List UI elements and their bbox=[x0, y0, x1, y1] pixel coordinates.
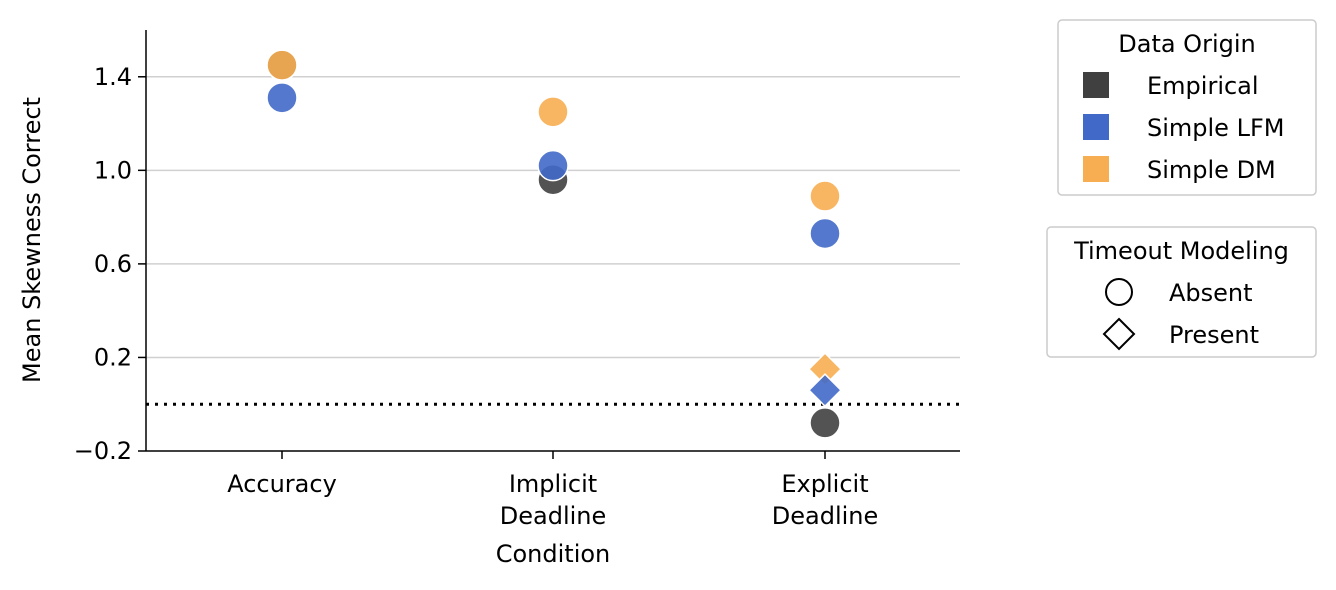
legend-label: Empirical bbox=[1147, 72, 1259, 100]
x-tick-label: Accuracy bbox=[227, 470, 337, 498]
x-axis-title: Condition bbox=[496, 540, 611, 568]
legend-swatch bbox=[1083, 156, 1109, 182]
legend-swatch bbox=[1083, 72, 1109, 98]
legend-data-origin: Data Origin Empirical Simple LFM Simple DM bbox=[1057, 19, 1317, 196]
legend-diamond-marker bbox=[1102, 317, 1136, 351]
point-simple-dm-absent bbox=[537, 96, 569, 128]
data-points bbox=[266, 49, 843, 439]
legends: Data Origin Empirical Simple LFM Simple DM T… bbox=[1046, 19, 1317, 358]
tick-labels: −0.2 0.2 0.6 1.0 1.4 Accuracy Implicit Deadline… bbox=[74, 63, 879, 530]
legend-frame bbox=[1057, 19, 1317, 196]
legend-timeout-modeling: Timeout Modeling Absent Present bbox=[1046, 226, 1317, 358]
point-simple-dm-absent bbox=[266, 49, 298, 81]
legend-circle-marker bbox=[1105, 278, 1133, 306]
legend-title: Data Origin bbox=[1118, 30, 1255, 58]
legend-title: Timeout Modeling bbox=[1073, 237, 1289, 265]
axes bbox=[138, 30, 960, 459]
legend-swatch bbox=[1083, 114, 1109, 140]
legend-label: Absent bbox=[1169, 279, 1253, 307]
legend-label: Simple LFM bbox=[1147, 114, 1284, 142]
y-tick-label: 1.4 bbox=[94, 63, 132, 91]
point-simple-lfm-present bbox=[807, 373, 843, 408]
point-simple-lfm-absent bbox=[266, 82, 298, 114]
x-tick-label: Explicit Deadline bbox=[772, 470, 879, 530]
legend-label: Simple DM bbox=[1147, 156, 1276, 184]
y-tick-label: 1.0 bbox=[94, 156, 132, 184]
point-simple-lfm-absent bbox=[537, 149, 569, 182]
legend-label: Present bbox=[1169, 321, 1259, 349]
y-tick-label: 0.2 bbox=[94, 343, 132, 371]
point-simple-dm-absent bbox=[809, 180, 841, 212]
point-empirical-absent bbox=[809, 407, 841, 439]
y-tick-label: −0.2 bbox=[74, 437, 132, 465]
x-tick-label: Implicit Deadline bbox=[500, 470, 607, 530]
y-tick-label: 0.6 bbox=[94, 250, 132, 278]
point-simple-lfm-absent bbox=[809, 217, 841, 250]
y-axis-title: Mean Skewness Correct bbox=[18, 97, 46, 383]
